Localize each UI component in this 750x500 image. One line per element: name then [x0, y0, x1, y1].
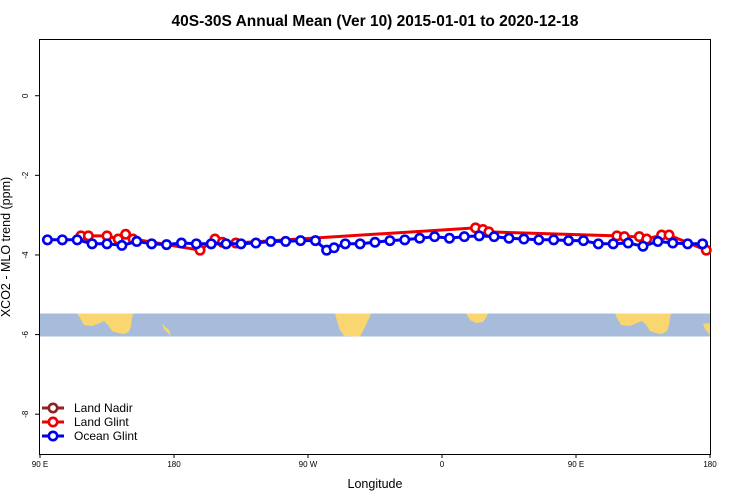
australia-land-repeat	[615, 313, 671, 334]
data-point-ocean-glint	[161, 239, 173, 251]
data-point-ocean-glint	[205, 238, 217, 250]
x-tick-label: 90 E	[568, 460, 584, 469]
data-point-ocean-glint	[652, 235, 664, 247]
y-tick-label: -2	[21, 171, 30, 179]
data-point-ocean-glint	[443, 232, 455, 244]
y-tick-label: -8	[21, 410, 30, 418]
data-point-ocean-glint	[414, 232, 426, 244]
y-tick-label: 0	[21, 93, 30, 98]
southern-africa-land	[466, 313, 488, 323]
x-tick-label: 90 E	[32, 460, 48, 469]
y-axis-title: XCO2 - MLO trend (ppm)	[0, 177, 13, 317]
x-axis: 90 E 180 90 W 0 90 E 180	[32, 454, 717, 469]
legend-marker-ocean-glint	[47, 430, 59, 442]
data-point-ocean-glint	[250, 237, 262, 249]
data-point-ocean-glint	[697, 238, 709, 250]
world-map-strip	[40, 313, 710, 337]
x-tick-label: 180	[167, 460, 181, 469]
legend-item-land-glint: Land Glint	[42, 415, 129, 429]
y-axis: 0 -2 -4 -6 -8	[21, 93, 40, 418]
legend-item-ocean-glint: Ocean Glint	[42, 429, 138, 443]
data-point-ocean-glint	[175, 237, 187, 249]
series-layer	[41, 222, 712, 256]
data-point-ocean-glint	[637, 240, 649, 252]
data-point-ocean-glint	[563, 235, 575, 247]
new-zealand-land	[162, 324, 171, 336]
data-point-ocean-glint	[518, 233, 530, 245]
data-point-ocean-glint	[667, 237, 679, 249]
data-point-ocean-glint	[190, 238, 202, 250]
data-point-ocean-glint	[354, 238, 366, 250]
chart-title: 40S-30S Annual Mean (Ver 10) 2015-01-01 …	[172, 13, 579, 30]
y-tick-label: -4	[21, 251, 30, 259]
data-point-ocean-glint	[503, 232, 515, 244]
data-point-ocean-glint	[280, 235, 292, 247]
south-america-land	[335, 313, 371, 337]
legend-label-ocean-glint: Ocean Glint	[74, 429, 138, 443]
data-point-ocean-glint	[682, 238, 694, 250]
legend-marker-land-glint	[47, 416, 59, 428]
data-point-ocean-glint	[146, 238, 158, 250]
x-tick-label: 0	[440, 460, 445, 469]
data-point-ocean-glint	[473, 230, 485, 242]
y-tick-label: -6	[21, 330, 30, 338]
data-point-ocean-glint	[116, 239, 128, 251]
data-point-ocean-glint	[56, 234, 68, 246]
legend: Land Nadir Land Glint Ocean Glint	[42, 401, 138, 443]
data-point-ocean-glint	[399, 234, 411, 246]
data-point-ocean-glint	[71, 234, 83, 246]
data-point-ocean-glint	[577, 235, 589, 247]
data-point-ocean-glint	[533, 234, 545, 246]
data-point-ocean-glint	[607, 238, 619, 250]
data-point-ocean-glint	[592, 238, 604, 250]
data-point-ocean-glint	[235, 238, 247, 250]
x-tick-label: 90 W	[299, 460, 318, 469]
australia-land	[77, 313, 133, 334]
data-point-ocean-glint	[328, 242, 340, 254]
series-line-ocean-glint	[47, 234, 703, 252]
data-point-ocean-glint	[86, 238, 98, 250]
data-point-ocean-glint	[548, 234, 560, 246]
new-zealand-land-repeat	[703, 323, 710, 336]
data-point-ocean-glint	[265, 235, 277, 247]
data-point-ocean-glint	[101, 238, 113, 250]
data-point-ocean-glint	[295, 235, 307, 247]
data-point-ocean-glint	[131, 235, 143, 247]
legend-marker-land-nadir	[47, 402, 59, 414]
data-point-ocean-glint	[339, 238, 351, 250]
data-point-ocean-glint	[309, 235, 321, 247]
data-point-ocean-glint	[488, 231, 500, 243]
legend-label-land-glint: Land Glint	[74, 415, 129, 429]
data-point-ocean-glint	[369, 236, 381, 248]
data-point-ocean-glint	[622, 237, 634, 249]
ocean-band	[40, 313, 710, 337]
data-point-ocean-glint	[41, 234, 53, 246]
data-point-ocean-glint	[458, 231, 470, 243]
data-point-ocean-glint	[429, 231, 441, 243]
data-point-ocean-glint	[384, 235, 396, 247]
data-point-ocean-glint	[220, 238, 232, 250]
x-tick-label: 180	[703, 460, 717, 469]
x-axis-title: Longitude	[348, 477, 403, 491]
data-point-land-glint	[120, 228, 132, 240]
legend-label-land-nadir: Land Nadir	[74, 401, 133, 415]
legend-item-land-nadir: Land Nadir	[42, 401, 133, 415]
